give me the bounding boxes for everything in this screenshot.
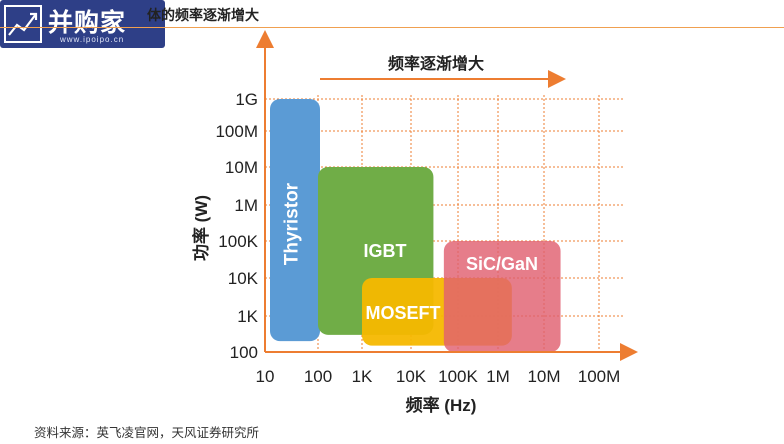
y-axis-title: 功率 (W) [191,195,211,261]
y-tick-label-7: 1G [235,90,258,109]
frequency-arrow-label: 频率逐渐增大 [388,54,484,73]
region-thyristor [270,99,320,342]
chart-axes [256,30,638,361]
region-sic-gan [443,241,561,352]
x-tick-label-4: 100K [438,367,478,386]
x-tick-label-6: 10M [527,367,560,386]
y-tick-label-2: 10K [228,269,259,288]
y-tick-label-4: 1M [234,196,258,215]
x-tick-label-3: 10K [396,367,427,386]
logo-url-text: www.ipoipo.cn [60,35,125,44]
chart-regions [270,99,561,352]
x-axis-title: 频率 (Hz) [406,395,477,415]
page-title: 体的频率逐渐增大 [147,7,259,23]
logo-brand-text: 并购家 [48,9,127,37]
y-tick-label-0: 100 [230,343,258,362]
y-tick-label-1: 1K [237,307,258,326]
source-note: 资料来源：英飞凌官网，天风证券研究所 [34,426,260,440]
header-divider [0,27,784,28]
x-tick-label-1: 100 [304,367,332,386]
region-label-thyristor: Thyristor [282,182,303,265]
region-label-moseft: MOSEFT [366,303,441,323]
x-tick-label-5: 1M [486,367,510,386]
chart-labels: Thyristor IGBT MOSEFT SiC/GaN 频率逐渐增大 10 100 1K 1… [191,54,620,415]
region-label-igbt: IGBT [364,241,407,261]
x-tick-label-7: 100M [578,367,621,386]
region-label-sic-gan: SiC/GaN [466,254,538,274]
site-logo: 并购家 www.ipoipo.cn [0,0,165,48]
x-tick-label-2: 1K [352,367,373,386]
y-tick-label-5: 10M [225,158,258,177]
y-tick-label-3: 100K [218,232,258,251]
x-tick-label-0: 10 [256,367,275,386]
y-tick-label-6: 100M [215,122,258,141]
